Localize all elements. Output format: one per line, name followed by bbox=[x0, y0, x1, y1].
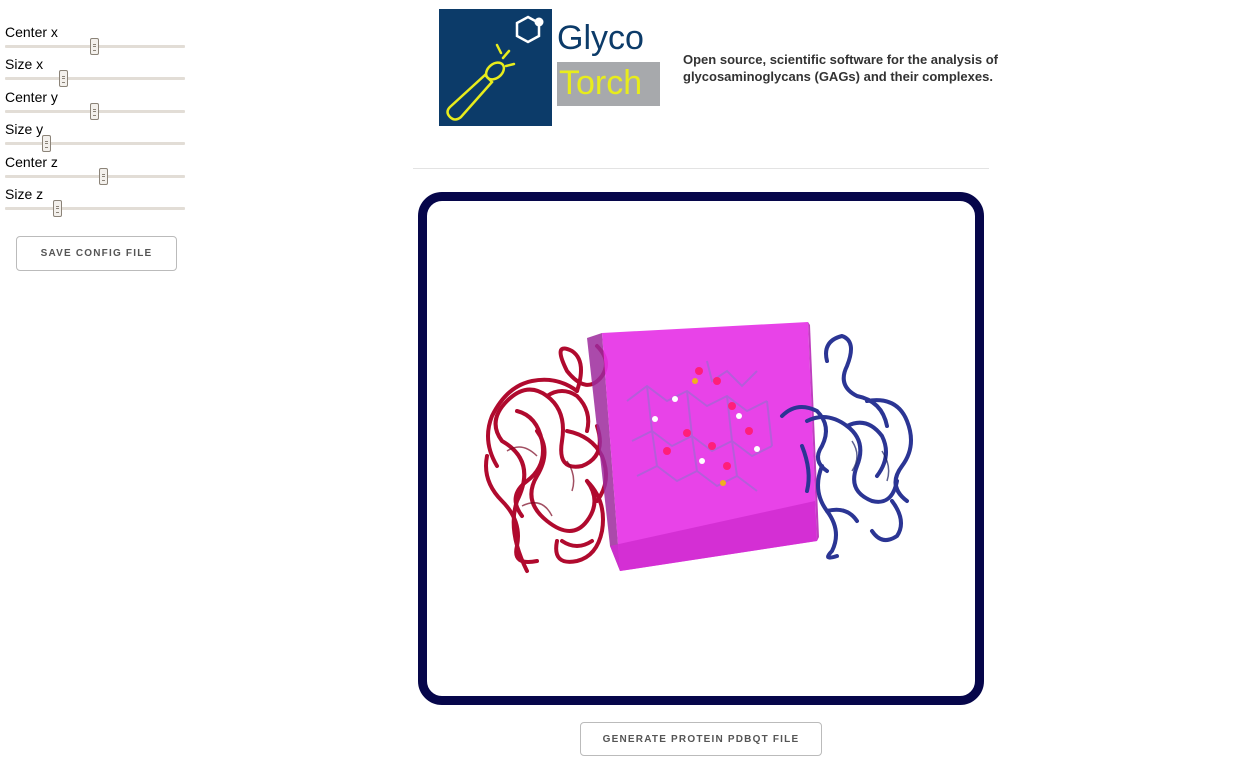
logo-torch-background bbox=[557, 62, 660, 106]
divider bbox=[413, 168, 989, 169]
logo-text-glyco: Glyco bbox=[557, 19, 644, 57]
torch-logo-icon bbox=[439, 9, 552, 126]
slider-size-y: Size y bbox=[5, 121, 190, 153]
ligand-structure bbox=[626, 360, 773, 492]
slider-label: Center x bbox=[5, 24, 58, 40]
slider-thumb[interactable] bbox=[53, 200, 62, 217]
glycotorch-logo: Glyco Torch bbox=[439, 9, 661, 126]
slider-label: Center y bbox=[5, 89, 58, 105]
slider-track[interactable] bbox=[5, 175, 185, 178]
docking-box bbox=[587, 322, 819, 571]
slider-center-x: Center x bbox=[5, 24, 190, 56]
slider-label: Center z bbox=[5, 154, 58, 170]
protein-chain-a bbox=[484, 344, 608, 573]
slider-track[interactable] bbox=[5, 142, 185, 145]
ligand-atoms bbox=[652, 367, 760, 486]
slider-center-y: Center y bbox=[5, 89, 190, 121]
molecule-viewer[interactable] bbox=[418, 192, 984, 705]
logo-text-torch: Torch bbox=[559, 64, 643, 102]
slider-label: Size x bbox=[5, 56, 44, 72]
slider-thumb[interactable] bbox=[59, 70, 68, 87]
slider-thumb[interactable] bbox=[42, 135, 51, 152]
slider-label: Size z bbox=[5, 186, 44, 202]
slider-thumb[interactable] bbox=[90, 38, 99, 55]
save-config-button[interactable]: SAVE CONFIG FILE bbox=[16, 236, 177, 271]
generate-pdbqt-button[interactable]: GENERATE PROTEIN PDBQT FILE bbox=[580, 722, 822, 756]
slider-track[interactable] bbox=[5, 207, 185, 210]
slider-center-z: Center z bbox=[5, 154, 190, 186]
protein-chain-b bbox=[780, 334, 913, 560]
molecule-3d-view-icon bbox=[484, 322, 913, 573]
slider-size-x: Size x bbox=[5, 56, 190, 88]
slider-label: Size y bbox=[5, 121, 44, 137]
slider-size-z: Size z bbox=[5, 186, 190, 218]
slider-track[interactable] bbox=[5, 77, 185, 80]
tagline: Open source, scientific software for the… bbox=[683, 52, 998, 84]
slider-thumb[interactable] bbox=[90, 103, 99, 120]
slider-thumb[interactable] bbox=[99, 168, 108, 185]
